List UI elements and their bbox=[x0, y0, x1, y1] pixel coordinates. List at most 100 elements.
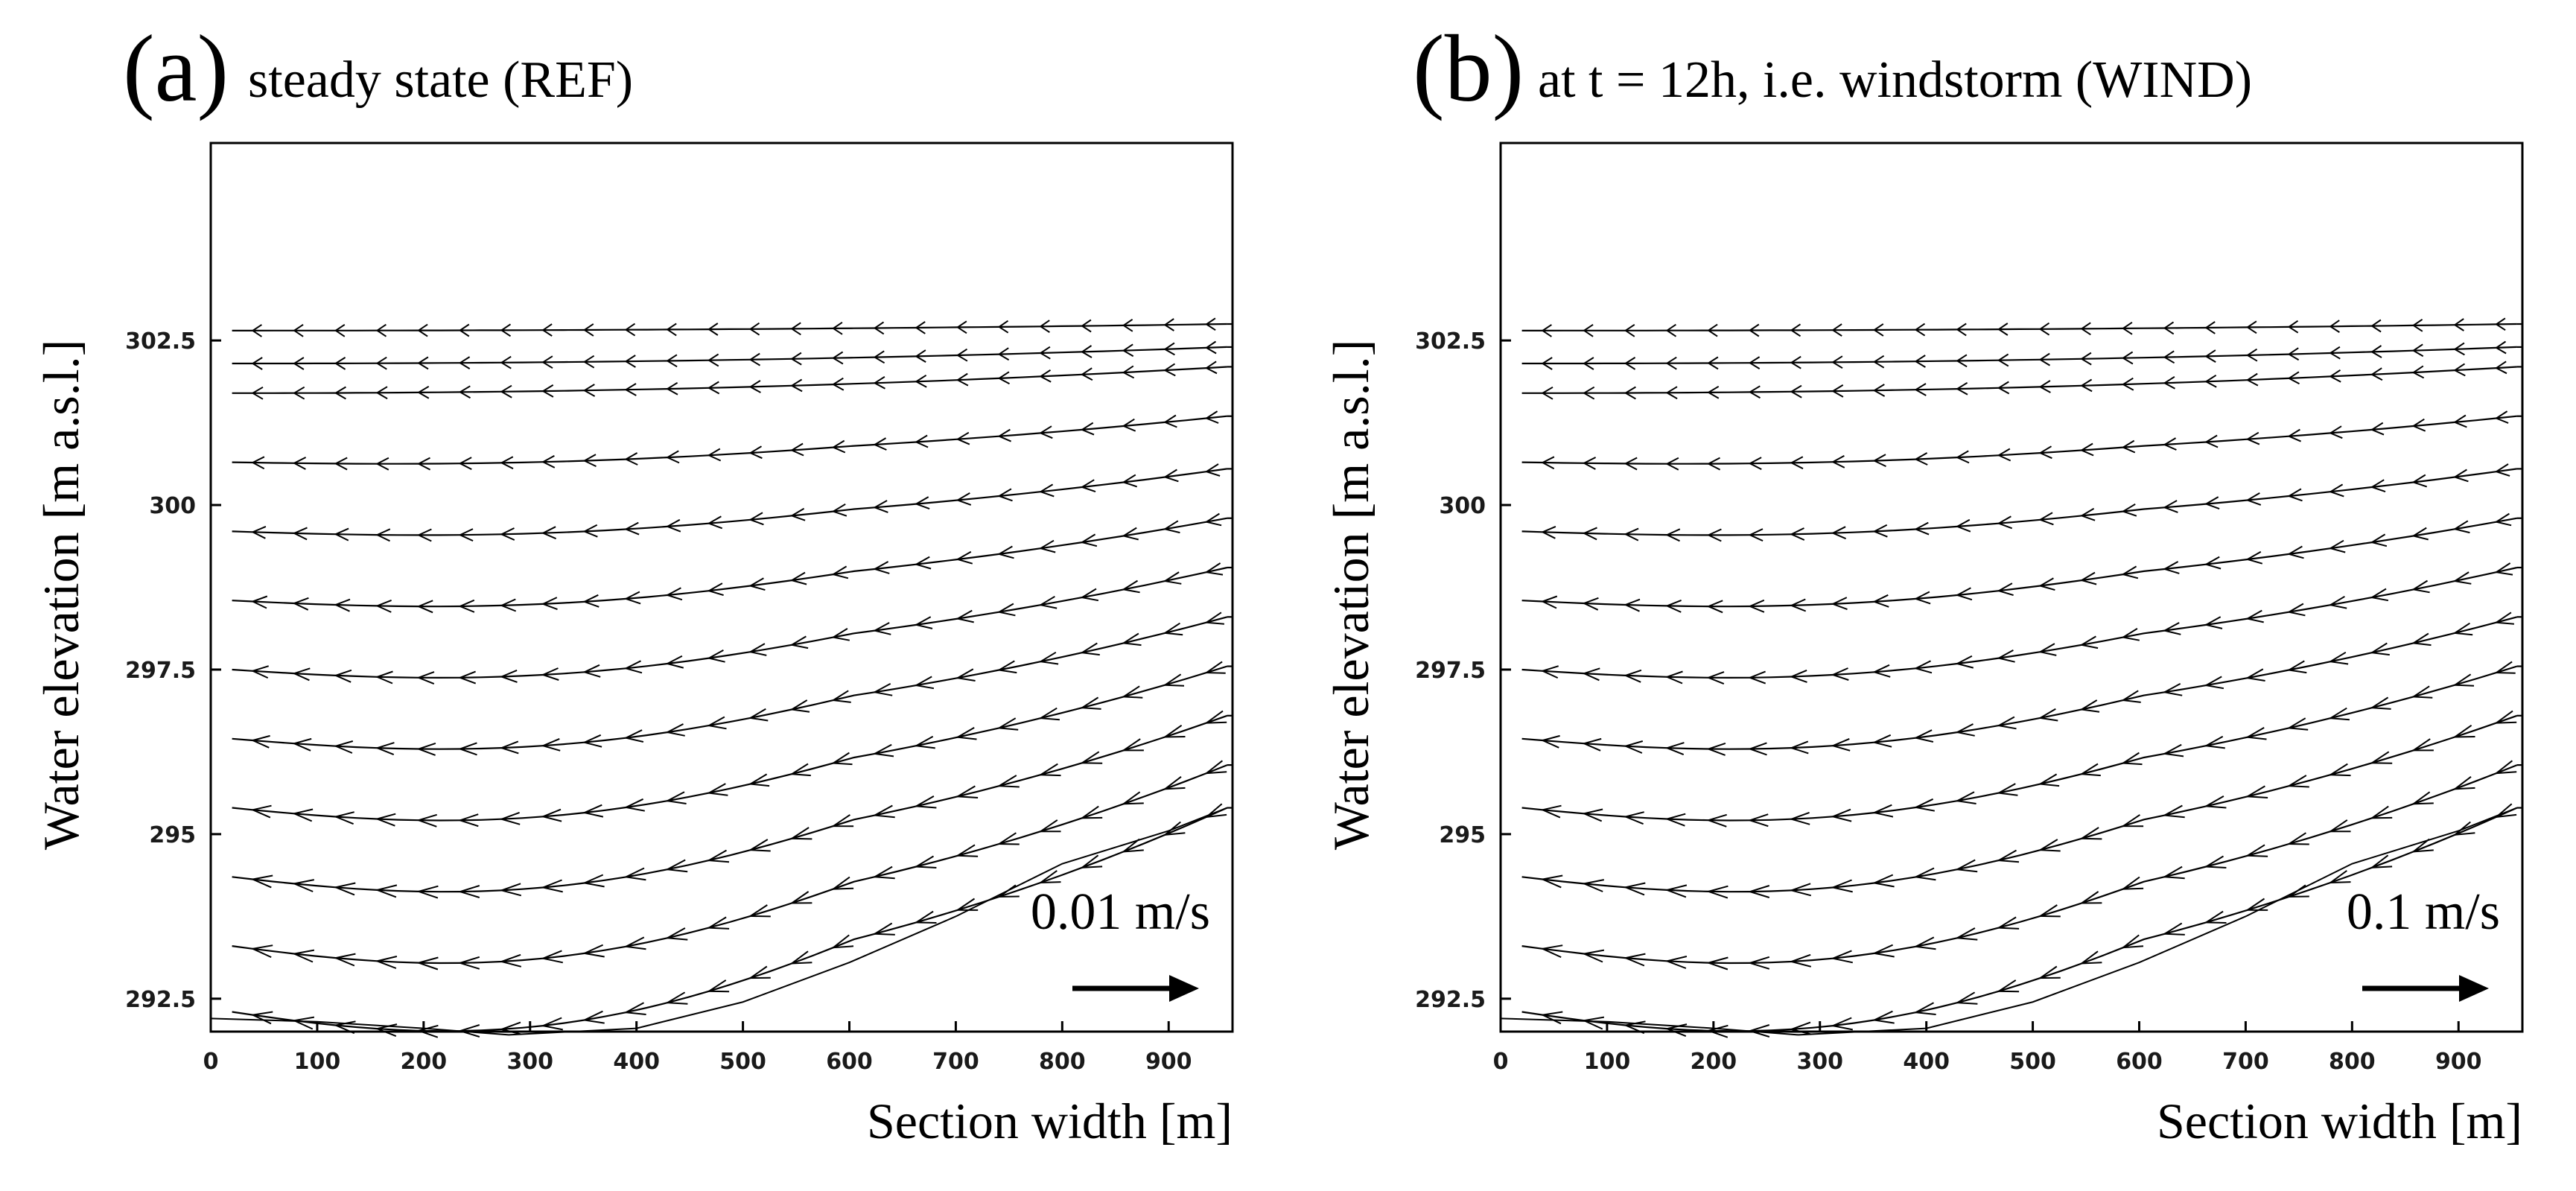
y-tick-label: 292.5 bbox=[125, 987, 196, 1013]
velocity-arrow bbox=[1121, 838, 1144, 853]
velocity-arrow bbox=[2411, 738, 2434, 752]
velocity-arrow bbox=[1831, 667, 1849, 681]
velocity-arrow bbox=[1997, 323, 2009, 336]
velocity-arrow bbox=[1789, 883, 1812, 897]
velocity-arrow bbox=[1790, 355, 1801, 369]
velocity-arrow bbox=[1914, 521, 1930, 536]
velocity-arrow bbox=[582, 384, 596, 397]
x-axis-label: Section width [m] bbox=[2157, 1093, 2522, 1149]
velocity-arrow bbox=[1830, 950, 1854, 964]
velocity-arrow bbox=[1582, 597, 1599, 611]
velocity-arrow bbox=[1623, 882, 1646, 896]
velocity-arrow bbox=[1996, 849, 2020, 863]
velocity-arrow bbox=[2286, 775, 2309, 788]
layer-line bbox=[1521, 323, 2517, 331]
velocity-arrow bbox=[914, 496, 930, 510]
velocity-arrow bbox=[2411, 365, 2425, 379]
velocity-arrow bbox=[250, 734, 270, 749]
velocity-arrow bbox=[499, 740, 519, 755]
vector-layer bbox=[232, 612, 1233, 756]
velocity-arrow bbox=[251, 324, 262, 337]
y-tick-label: 295 bbox=[149, 822, 196, 848]
velocity-arrow bbox=[955, 668, 976, 682]
velocity-arrow bbox=[2287, 347, 2300, 361]
velocity-arrow bbox=[541, 667, 559, 681]
x-tick-label: 900 bbox=[2435, 1049, 2482, 1075]
velocity-arrow bbox=[1830, 808, 1852, 822]
velocity-arrow bbox=[541, 323, 553, 337]
velocity-arrow bbox=[1706, 600, 1723, 614]
velocity-arrow bbox=[1121, 738, 1144, 752]
velocity-arrow bbox=[1541, 357, 1553, 370]
velocity-arrow bbox=[457, 885, 480, 898]
velocity-arrow bbox=[1205, 361, 1218, 375]
velocity-arrow bbox=[1913, 936, 1936, 950]
panel-title: steady state (REF) bbox=[248, 51, 633, 109]
velocity-arrow bbox=[1665, 457, 1679, 471]
velocity-arrow bbox=[2369, 854, 2393, 868]
velocity-arrow bbox=[1706, 671, 1725, 685]
x-tick-label: 400 bbox=[1903, 1049, 1950, 1075]
layer-line bbox=[232, 764, 1228, 965]
velocity-arrow bbox=[2493, 710, 2517, 724]
velocity-arrow bbox=[872, 804, 895, 819]
velocity-arrow bbox=[707, 381, 720, 395]
velocity-arrow bbox=[831, 503, 847, 517]
velocity-arrow bbox=[251, 386, 264, 400]
velocity-arrow bbox=[1705, 885, 1729, 899]
velocity-arrow bbox=[2203, 795, 2227, 809]
velocity-arrow bbox=[1997, 381, 2010, 395]
velocity-arrow bbox=[1789, 669, 1807, 683]
velocity-arrow bbox=[2370, 479, 2386, 493]
velocity-arrow bbox=[1163, 520, 1180, 534]
velocity-arrow bbox=[1914, 323, 1926, 337]
velocity-arrow bbox=[748, 773, 770, 787]
velocity-arrow bbox=[334, 323, 346, 337]
velocity-arrow bbox=[2163, 350, 2175, 364]
velocity-arrow bbox=[1080, 422, 1095, 436]
layer-line bbox=[1521, 517, 2518, 608]
axes-frame bbox=[1499, 142, 2524, 1033]
velocity-arrow bbox=[665, 518, 681, 533]
velocity-arrow bbox=[250, 665, 269, 679]
velocity-arrow bbox=[292, 527, 308, 541]
velocity-arrow bbox=[1038, 819, 1061, 833]
velocity-arrow bbox=[1122, 365, 1135, 379]
velocity-arrow bbox=[665, 791, 687, 804]
velocity-arrow bbox=[2245, 785, 2268, 798]
velocity-arrow bbox=[334, 669, 352, 683]
velocity-arrow bbox=[1582, 667, 1600, 682]
velocity-arrow bbox=[2163, 375, 2175, 390]
velocity-arrow bbox=[417, 356, 429, 370]
velocity-arrow bbox=[1872, 384, 1886, 397]
velocity-arrow bbox=[416, 457, 431, 471]
velocity-arrow bbox=[1831, 355, 1843, 369]
velocity-arrow bbox=[2329, 320, 2340, 333]
velocity-arrow bbox=[1956, 323, 1967, 337]
velocity-arrow bbox=[1623, 953, 1646, 967]
velocity-arrow bbox=[1707, 356, 1719, 370]
velocity-arrow bbox=[1664, 670, 1683, 685]
velocity-arrow bbox=[1204, 463, 1221, 477]
velocity-arrow bbox=[664, 927, 688, 941]
velocity-arrow bbox=[292, 457, 307, 470]
velocity-arrow bbox=[748, 380, 761, 393]
velocity-arrow bbox=[915, 349, 926, 363]
velocity-arrow bbox=[1831, 597, 1848, 611]
velocity-arrow bbox=[2079, 950, 2102, 965]
velocity-arrow bbox=[1956, 354, 1968, 368]
velocity-arrow bbox=[872, 866, 895, 880]
velocity-arrow bbox=[1789, 598, 1807, 612]
velocity-arrow bbox=[375, 670, 393, 685]
velocity-arrow bbox=[1582, 527, 1597, 541]
velocity-arrow bbox=[1664, 813, 1686, 827]
velocity-arrow bbox=[2369, 696, 2391, 710]
velocity-arrow bbox=[2080, 378, 2093, 393]
x-tick-label: 800 bbox=[1039, 1049, 1086, 1075]
velocity-arrow bbox=[872, 922, 895, 936]
velocity-arrow bbox=[1038, 870, 1061, 884]
velocity-arrow bbox=[2328, 651, 2349, 665]
velocity-arrow bbox=[748, 904, 771, 918]
velocity-arrow bbox=[416, 813, 437, 828]
velocity-arrow bbox=[2162, 622, 2181, 635]
